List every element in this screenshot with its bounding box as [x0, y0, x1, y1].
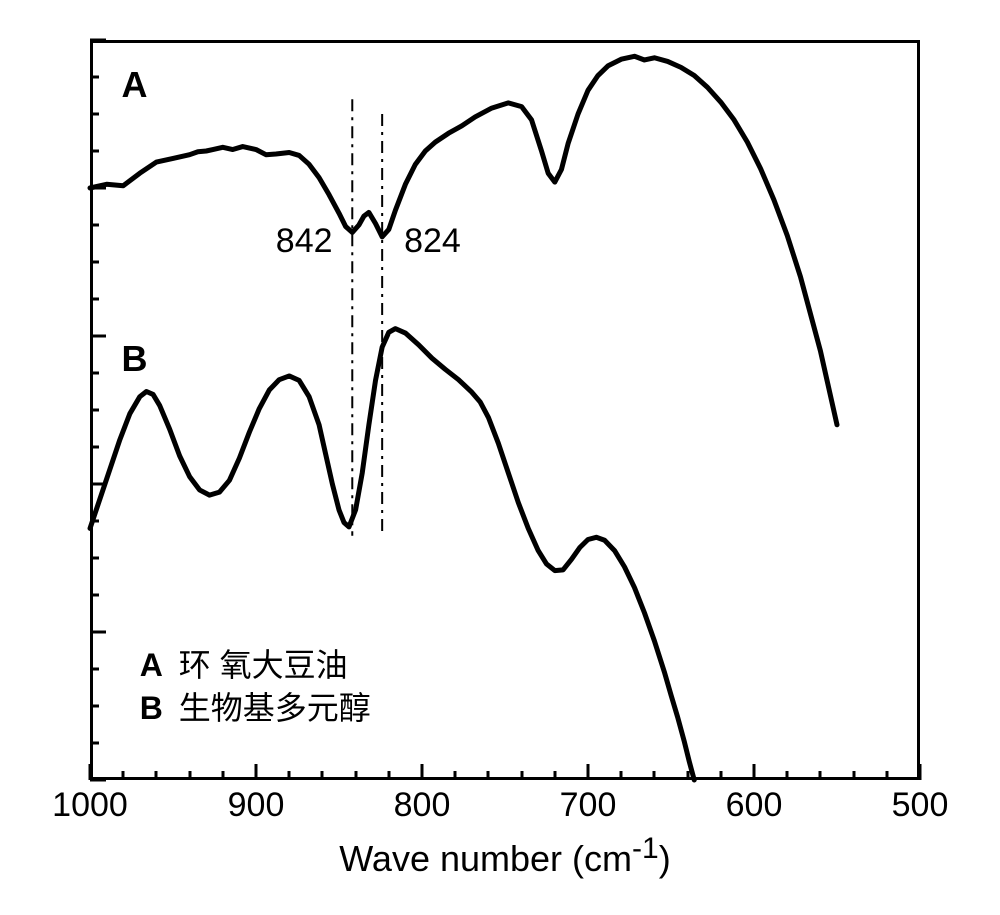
x-minor-tick: [321, 771, 324, 780]
y-minor-tick: [90, 224, 99, 227]
y-minor-tick: [90, 113, 99, 116]
x-minor-tick: [354, 771, 357, 780]
y-minor-tick: [90, 261, 99, 264]
legend-key-a: A: [140, 644, 170, 687]
x-minor-tick: [686, 771, 689, 780]
x-major-tick: [421, 764, 424, 780]
y-minor-tick: [90, 594, 99, 597]
legend-label-a: 环 氧大豆油: [179, 647, 348, 683]
y-minor-tick: [90, 520, 99, 523]
x-tick-label: 800: [394, 786, 451, 825]
y-minor-tick: [90, 446, 99, 449]
legend-row-a: A 环 氧大豆油: [140, 644, 371, 687]
x-minor-tick: [520, 771, 523, 780]
y-minor-tick: [90, 298, 99, 301]
series-A: [90, 56, 837, 425]
y-minor-tick: [90, 705, 99, 708]
x-tick-label: 700: [560, 786, 617, 825]
ir-spectrum-figure: A B 842 824 A 环 氧大豆油 B 生物基多元醇 1000 900 800…: [0, 0, 1000, 915]
x-minor-tick: [852, 771, 855, 780]
x-minor-tick: [188, 771, 191, 780]
y-major-tick: [90, 779, 106, 782]
x-minor-tick: [221, 771, 224, 780]
curve-label-b: B: [122, 338, 148, 380]
y-minor-tick: [90, 150, 99, 153]
x-major-tick: [753, 764, 756, 780]
x-minor-tick: [885, 771, 888, 780]
x-minor-tick: [553, 771, 556, 780]
x-minor-tick: [653, 771, 656, 780]
y-major-tick: [90, 335, 106, 338]
y-minor-tick: [90, 557, 99, 560]
y-major-tick: [90, 631, 106, 634]
y-major-tick: [90, 187, 106, 190]
x-minor-tick: [155, 771, 158, 780]
y-major-tick: [90, 39, 106, 42]
y-minor-tick: [90, 409, 99, 412]
x-major-tick: [587, 764, 590, 780]
x-minor-tick: [288, 771, 291, 780]
y-major-tick: [90, 483, 106, 486]
x-tick-label: 1000: [52, 786, 128, 825]
plot-area: A B 842 824 A 环 氧大豆油 B 生物基多元醇 1000900800…: [90, 40, 920, 780]
x-tick-label: 500: [892, 786, 949, 825]
y-minor-tick: [90, 668, 99, 671]
legend: A 环 氧大豆油 B 生物基多元醇: [140, 644, 371, 730]
y-minor-tick: [90, 76, 99, 79]
curve-label-a: A: [122, 64, 148, 106]
x-minor-tick: [786, 771, 789, 780]
x-tick-label: 900: [228, 786, 285, 825]
peak-label-842: 842: [276, 222, 333, 261]
x-minor-tick: [719, 771, 722, 780]
x-minor-tick: [454, 771, 457, 780]
x-minor-tick: [122, 771, 125, 780]
peak-label-824: 824: [404, 222, 461, 261]
x-minor-tick: [487, 771, 490, 780]
legend-key-b: B: [140, 687, 170, 730]
x-minor-tick: [819, 771, 822, 780]
y-minor-tick: [90, 742, 99, 745]
x-major-tick: [255, 764, 258, 780]
legend-row-b: B 生物基多元醇: [140, 687, 371, 730]
y-minor-tick: [90, 372, 99, 375]
legend-label-b: 生物基多元醇: [179, 690, 371, 726]
x-minor-tick: [620, 771, 623, 780]
x-axis-label: Wave number (cm-1): [339, 832, 670, 880]
x-major-tick: [919, 764, 922, 780]
x-minor-tick: [387, 771, 390, 780]
x-tick-label: 600: [726, 786, 783, 825]
